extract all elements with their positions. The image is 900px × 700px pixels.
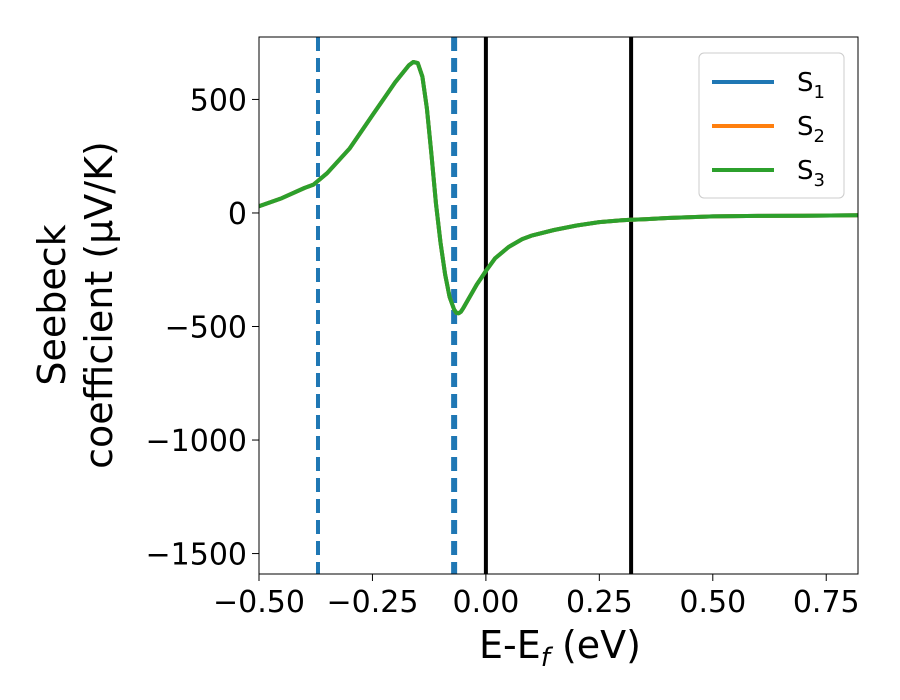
x-tick-label: −0.50: [213, 585, 305, 620]
x-tick-label: 0.00: [452, 585, 519, 620]
y-tick-label: −1500: [146, 538, 247, 573]
legend-label-s3: S3: [797, 156, 825, 191]
x-axis: −0.50 −0.25 0.00 0.25 0.50 0.75: [213, 574, 860, 620]
y-axis-label: Seebeck coefficient (μV/K): [30, 141, 121, 469]
y-tick-label: 500: [190, 83, 247, 118]
legend-label-s2: S2: [797, 112, 825, 147]
x-tick-label: −0.25: [326, 585, 418, 620]
y-tick-label: 0: [228, 197, 247, 232]
x-axis-label: E-Ef (eV): [479, 623, 641, 673]
legend-label-s1: S1: [797, 68, 825, 103]
y-tick-label: −1000: [146, 424, 247, 459]
legend: S1 S2 S3: [698, 52, 845, 199]
series-line-s3: [259, 60, 858, 316]
series-lines: [259, 60, 858, 316]
y-tick-label: −500: [165, 311, 247, 346]
x-tick-label: 0.25: [566, 585, 633, 620]
plot-frame: [258, 36, 859, 575]
vertical-lines: [315, 37, 634, 574]
y-axis-label-line2: coefficient (μV/K): [77, 141, 121, 469]
y-axis-label-line1: Seebeck: [30, 224, 74, 385]
y-axis: 500 0 −500 −1000 −1500: [146, 83, 259, 573]
x-tick-label: 0.50: [679, 585, 746, 620]
x-tick-label: 0.75: [793, 585, 860, 620]
